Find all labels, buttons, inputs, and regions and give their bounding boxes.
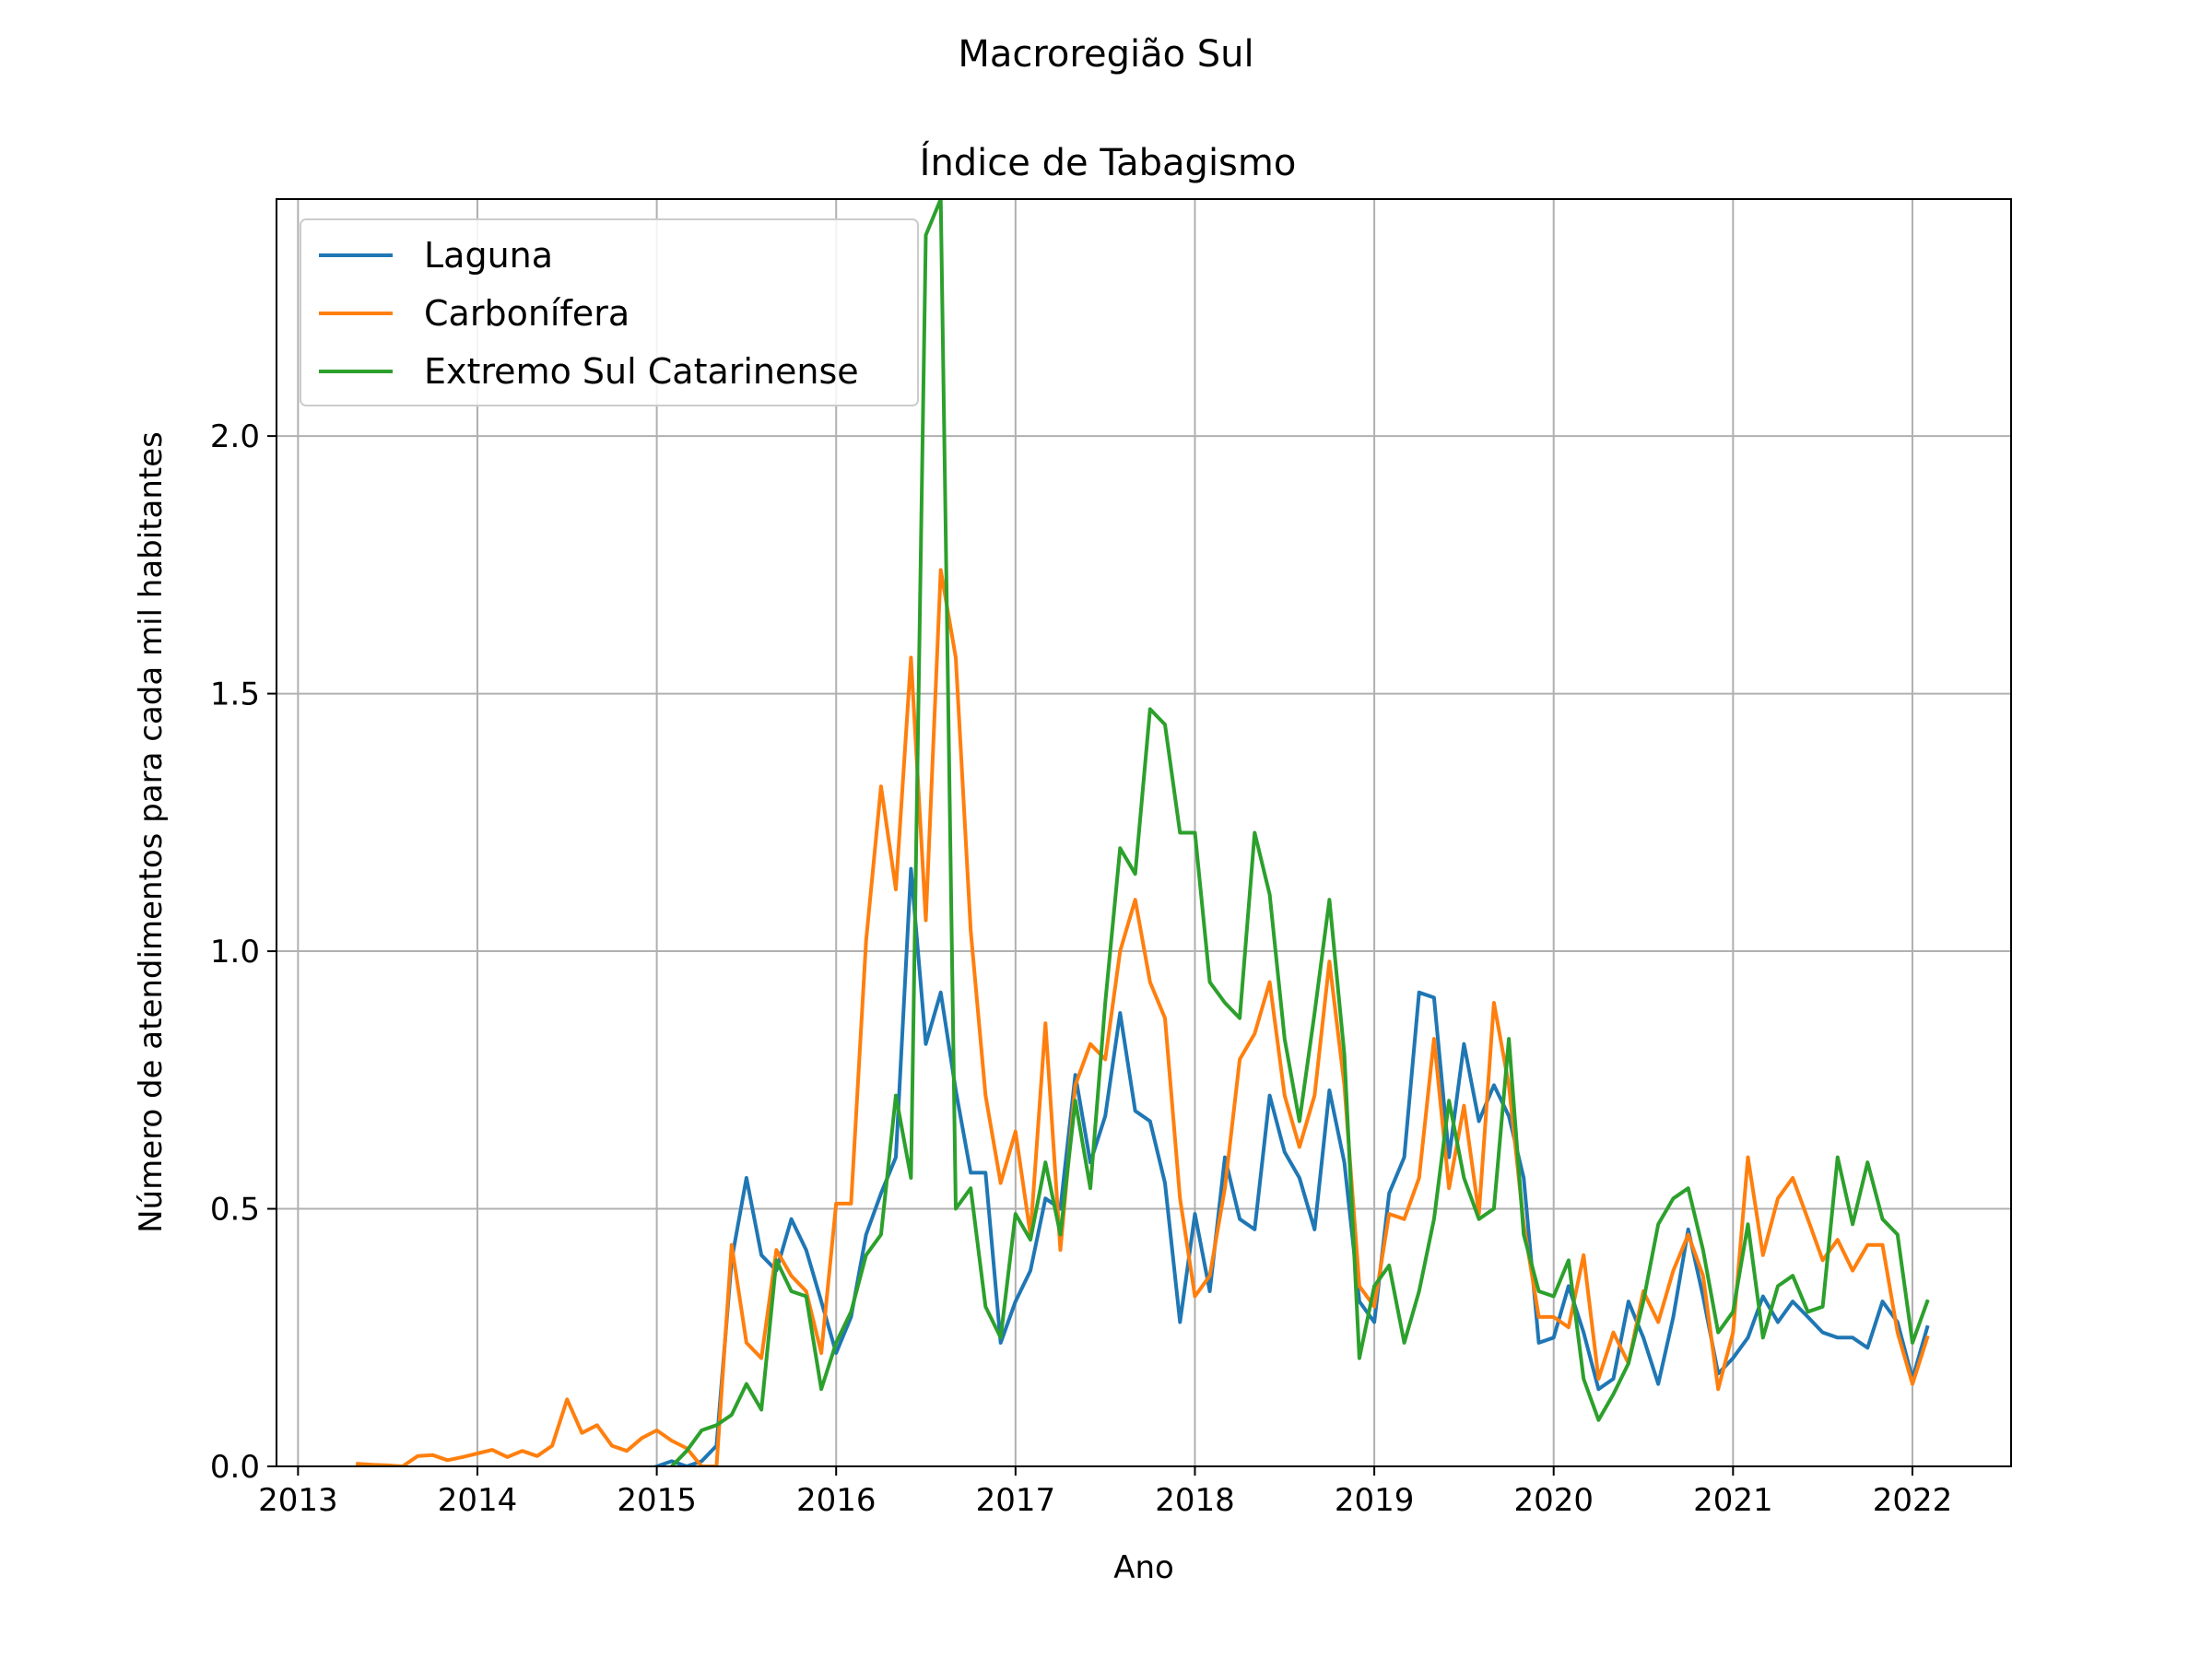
y-tick-label: 1.0 xyxy=(210,934,260,971)
figure-suptitle: Macroregião Sul xyxy=(958,33,1253,76)
y-tick-label: 1.5 xyxy=(210,677,260,713)
x-tick-label: 2021 xyxy=(1693,1482,1773,1519)
y-tick-label: 2.0 xyxy=(210,418,260,455)
x-tick-label: 2019 xyxy=(1335,1482,1415,1519)
legend: Laguna Carbonífera Extremo Sul Catarinense xyxy=(300,218,919,406)
chart-title: Índice de Tabagismo xyxy=(920,140,1297,184)
x-tick-label: 2015 xyxy=(617,1482,697,1519)
plot-frame xyxy=(276,198,2012,1467)
y-tick-label: 0.5 xyxy=(210,1192,260,1229)
x-tick-label: 2018 xyxy=(1155,1482,1235,1519)
x-tick-label: 2022 xyxy=(1873,1482,1953,1519)
legend-box xyxy=(300,218,919,406)
x-tick-label: 2016 xyxy=(796,1482,877,1519)
x-tick-label: 2013 xyxy=(258,1482,338,1519)
plot-area xyxy=(356,199,1930,1466)
series-line-1 xyxy=(356,568,1930,1466)
y-axis-label: Número de atendimentos para cada mil hab… xyxy=(133,431,170,1233)
legend-label-0: Laguna xyxy=(424,235,553,276)
series-line-2 xyxy=(669,199,1930,1466)
x-tick-label: 2014 xyxy=(438,1482,518,1519)
y-axis: 0.0 0.5 1.0 1.5 2.0 xyxy=(210,418,276,1486)
x-tick-label: 2020 xyxy=(1513,1482,1594,1519)
y-tick-label: 0.0 xyxy=(210,1449,260,1486)
series-lines xyxy=(356,199,1930,1466)
x-tick-label: 2017 xyxy=(976,1482,1056,1519)
x-axis: 2013 2014 2015 2016 2017 2018 2019 2020 2021 2022 xyxy=(258,1466,1952,1519)
legend-label-1: Carbonífera xyxy=(424,293,629,334)
x-axis-label: Ano xyxy=(1113,1549,1174,1586)
legend-label-2: Extremo Sul Catarinense xyxy=(424,351,859,392)
